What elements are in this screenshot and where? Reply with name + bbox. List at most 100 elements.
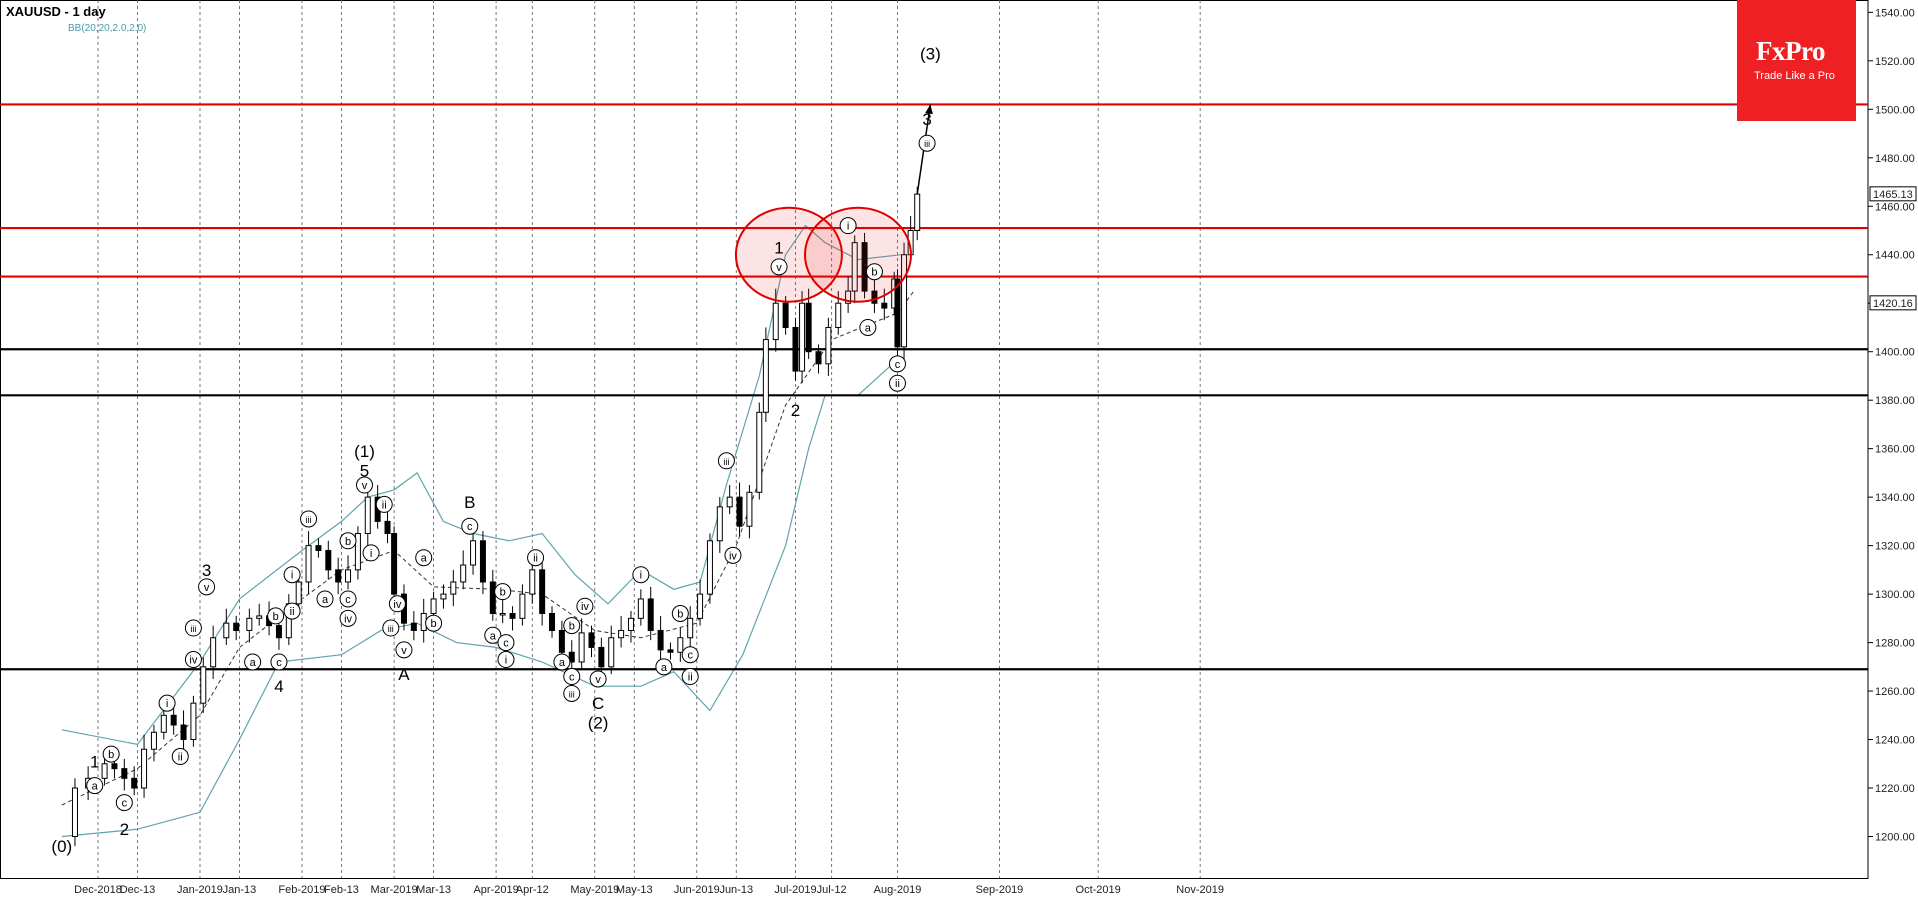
candle-body <box>180 724 187 741</box>
candle <box>716 497 723 553</box>
wave-label-circle <box>865 263 883 281</box>
y-tick-label: 1520.00 <box>1875 56 1915 68</box>
candle <box>578 618 585 670</box>
wave-label: a <box>92 781 99 793</box>
candle-body <box>305 545 312 583</box>
candle <box>539 555 546 626</box>
candle <box>667 642 674 660</box>
wave-label: c <box>467 521 473 533</box>
wave-label: a <box>322 594 329 606</box>
projection-arrow-head <box>925 104 933 115</box>
candle-body <box>354 533 361 571</box>
wave-label-circle <box>461 517 479 535</box>
wave-label: iv <box>581 601 589 613</box>
candle <box>384 506 391 544</box>
candle <box>364 487 371 546</box>
candle <box>894 269 901 357</box>
candle-body <box>825 326 832 365</box>
wave-label: b <box>677 608 683 620</box>
wave-label: b <box>108 749 114 761</box>
wave-label: a <box>250 657 257 669</box>
wave-label: (1) <box>354 442 375 461</box>
wave-label-circle <box>497 651 515 669</box>
candle-body <box>131 777 138 789</box>
candle <box>233 615 240 641</box>
wave-label-circle <box>553 653 571 671</box>
candle-body <box>618 629 625 639</box>
wave-label: c <box>276 657 282 669</box>
candle <box>440 584 447 609</box>
candle-body <box>792 326 799 372</box>
candle <box>450 569 457 607</box>
wave-label-circle <box>267 607 285 625</box>
candle <box>697 579 704 626</box>
candle-body <box>499 612 506 616</box>
indicator-label: BB(20,20,2.0,2.0) <box>68 23 147 34</box>
wave-label-circle <box>362 544 380 562</box>
wave-label-circle <box>300 510 318 528</box>
candle <box>200 657 207 713</box>
middle-band-price-tag-box <box>1869 295 1917 311</box>
candle-body <box>568 651 575 663</box>
wave-label-circle <box>681 646 699 664</box>
wave-label: 1 <box>774 238 783 257</box>
candle-body <box>121 768 128 779</box>
candle <box>736 482 743 536</box>
wave-label-circle <box>244 653 262 671</box>
wave-label-circle <box>563 617 581 635</box>
candle <box>354 526 361 580</box>
y-tick-label: 1240.00 <box>1875 735 1915 747</box>
wave-label: b <box>273 611 279 623</box>
wave-label: v <box>362 480 368 492</box>
current-price-tag: 1465.13 <box>1869 186 1917 202</box>
wave-label: ii <box>178 752 183 764</box>
candle <box>881 288 888 321</box>
candle-body <box>726 496 733 508</box>
wave-label-circle <box>632 566 650 584</box>
y-tick-label: 1280.00 <box>1875 638 1915 650</box>
candle-body <box>914 193 921 231</box>
wave-label-circle <box>102 745 120 763</box>
x-tick-label: May-13 <box>616 884 653 896</box>
candle <box>608 625 615 675</box>
candle <box>150 724 157 762</box>
candle-body <box>762 339 769 413</box>
candle-body <box>384 520 391 535</box>
candle <box>588 625 595 658</box>
wave-label: iv <box>344 613 352 625</box>
wave-label: iv <box>393 599 401 611</box>
x-tick-label: Feb-2019 <box>278 884 325 896</box>
candle <box>180 710 187 752</box>
logo-brand: FxPro <box>1756 36 1825 66</box>
y-tick-label: 1460.00 <box>1875 201 1915 213</box>
y-tick-label: 1220.00 <box>1875 783 1915 795</box>
candle-body <box>716 506 723 542</box>
candle <box>470 533 477 575</box>
candle <box>756 402 763 500</box>
wave-label-circle <box>494 583 512 601</box>
chart-title: XAUUSD - 1 day <box>6 4 106 19</box>
x-tick-label: Aug-2019 <box>874 884 922 896</box>
x-tick-label: Jun-2019 <box>674 884 720 896</box>
candle <box>637 589 644 626</box>
wave-label: iv <box>729 550 737 562</box>
wave-label-circle <box>671 604 689 622</box>
wave-label-circle <box>724 546 742 564</box>
y-tick-label: 1440.00 <box>1875 250 1915 262</box>
candle <box>687 606 694 650</box>
wave-label: a <box>559 657 566 669</box>
wave-label: 5 <box>360 461 369 480</box>
y-tick-label: 1360.00 <box>1875 444 1915 456</box>
candle <box>460 550 467 590</box>
candle-body <box>835 302 842 328</box>
wave-label-circle <box>888 355 906 373</box>
wave-label: iv <box>189 655 197 667</box>
wave-label: b <box>500 587 506 599</box>
wave-label: ii <box>290 606 295 618</box>
wave-label: c <box>503 638 509 650</box>
candle <box>746 485 753 539</box>
candle-body <box>549 612 556 631</box>
candle-body <box>200 666 207 704</box>
candle-body <box>275 625 282 639</box>
wave-label-circle <box>589 670 607 688</box>
